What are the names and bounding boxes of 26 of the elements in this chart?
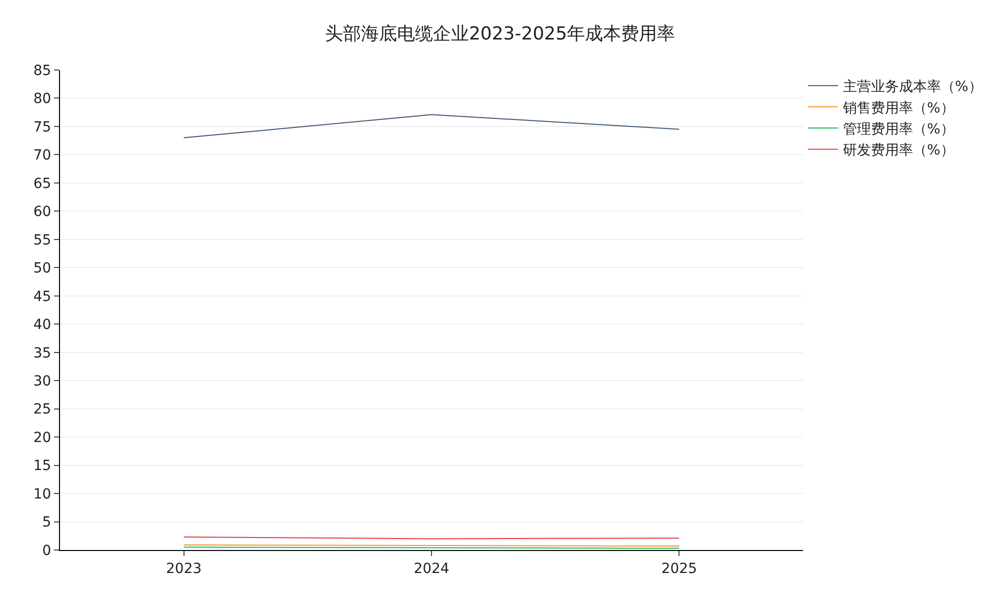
- y-tick-label: 5: [42, 514, 52, 531]
- legend-label: 销售费用率（%）: [842, 100, 954, 116]
- y-tick-label: 70: [33, 148, 52, 164]
- y-tick-label: 25: [33, 402, 52, 418]
- y-tick-label: 60: [33, 204, 52, 220]
- y-tick-label: 80: [33, 91, 52, 108]
- chart-title: 头部海底电缆企业2023-2025年成本费用率: [324, 24, 676, 45]
- x-tick-label: 2024: [414, 560, 450, 577]
- y-tick-label: 20: [33, 430, 52, 446]
- y-tick-label: 50: [33, 260, 52, 277]
- y-tick-label: 10: [33, 486, 52, 502]
- legend-label: 管理费用率（%）: [843, 121, 954, 138]
- y-tick-label: 40: [33, 317, 52, 334]
- y-tick-label: 30: [33, 373, 52, 390]
- y-tick-label: 65: [33, 176, 52, 192]
- y-tick-label: 85: [33, 62, 52, 79]
- y-tick-label: 75: [33, 119, 52, 136]
- y-tick-label: 15: [33, 458, 52, 474]
- legend-label: 主营业务成本率（%）: [843, 79, 982, 96]
- y-tick-label: 55: [33, 232, 52, 248]
- x-tick-label: 2025: [661, 560, 697, 577]
- y-tick-label: 0: [42, 542, 52, 559]
- y-tick-label: 35: [33, 345, 52, 362]
- legend-label: 研发费用率（%）: [843, 142, 954, 159]
- x-tick-label: 2023: [166, 560, 202, 577]
- y-tick-label: 45: [33, 288, 52, 305]
